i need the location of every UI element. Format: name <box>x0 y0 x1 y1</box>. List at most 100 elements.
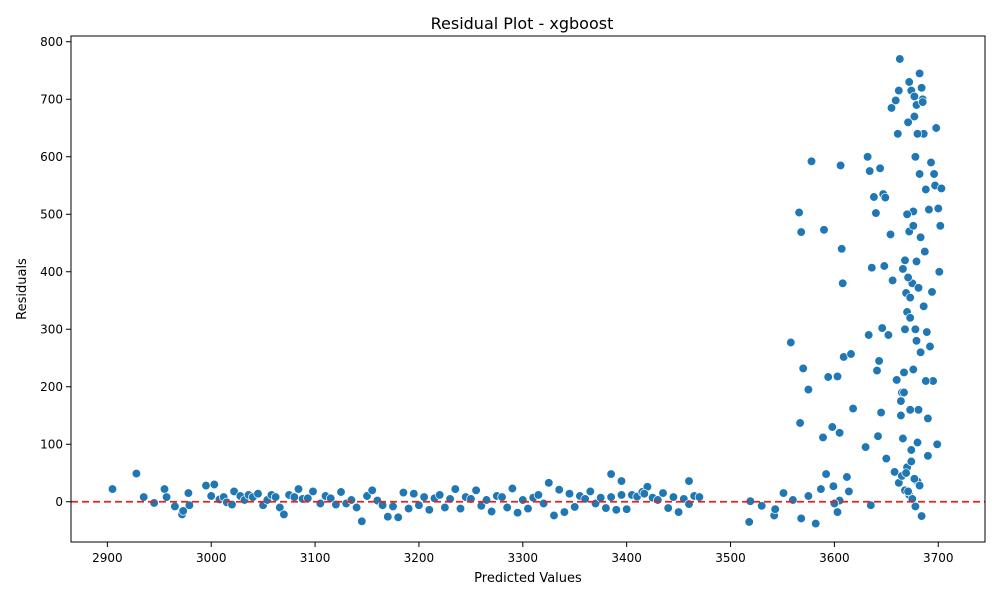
data-point <box>818 432 828 443</box>
data-point <box>744 517 754 527</box>
data-point <box>903 486 913 497</box>
data-point <box>639 489 649 499</box>
data-point <box>865 166 875 176</box>
data-point <box>860 442 871 452</box>
data-point <box>183 488 194 498</box>
data-point <box>832 371 843 382</box>
y-tick-label: 0 <box>55 495 63 509</box>
data-point <box>900 255 910 265</box>
y-tick-label: 100 <box>40 437 63 451</box>
data-point <box>871 208 881 218</box>
data-point <box>924 204 934 215</box>
data-point <box>918 97 928 107</box>
data-point <box>896 396 906 406</box>
data-point <box>898 433 908 444</box>
y-tick-label: 600 <box>40 150 63 164</box>
data-point <box>184 500 195 510</box>
data-point <box>842 472 852 482</box>
data-point <box>275 502 285 513</box>
data-point <box>293 484 304 494</box>
data-point <box>862 152 873 162</box>
data-point <box>923 413 933 424</box>
data-point <box>914 169 925 179</box>
data-point <box>161 492 172 502</box>
data-point <box>914 68 925 79</box>
data-point <box>424 505 434 515</box>
data-point <box>904 77 914 87</box>
data-point <box>908 221 918 231</box>
data-point <box>832 507 843 517</box>
x-tick-label: 3100 <box>300 551 331 565</box>
data-point <box>880 192 890 203</box>
x-tick-label: 3200 <box>404 551 435 565</box>
data-point <box>336 487 346 497</box>
data-point <box>936 183 947 194</box>
data-point <box>929 169 939 179</box>
data-point <box>879 261 889 271</box>
y-tick-label: 800 <box>40 35 63 49</box>
data-point <box>357 516 367 526</box>
data-point <box>933 203 943 214</box>
data-point <box>916 83 927 93</box>
data-point <box>902 209 912 219</box>
data-point <box>502 502 512 513</box>
data-point <box>518 495 528 505</box>
data-point <box>911 256 922 267</box>
data-point <box>564 489 575 499</box>
data-point <box>864 330 874 340</box>
data-point <box>835 160 846 171</box>
data-point <box>931 123 941 133</box>
data-point <box>823 372 833 382</box>
data-point <box>507 483 518 494</box>
data-point <box>910 324 921 334</box>
chart-title: Residual Plot - xgboost <box>431 14 614 33</box>
data-point <box>912 129 923 139</box>
data-point <box>899 387 909 398</box>
data-point <box>694 492 705 502</box>
data-point <box>419 492 429 502</box>
data-point <box>668 492 679 502</box>
data-point <box>875 163 885 173</box>
data-point <box>909 474 920 484</box>
data-point <box>893 129 903 139</box>
data-point <box>471 485 481 495</box>
data-point <box>829 498 840 509</box>
data-point <box>896 410 906 421</box>
data-point <box>922 327 932 337</box>
data-point <box>455 503 466 514</box>
data-point <box>891 95 901 106</box>
data-point <box>684 476 694 486</box>
data-point <box>874 356 884 366</box>
data-point <box>913 405 924 415</box>
data-point <box>908 364 918 375</box>
data-point <box>889 467 900 477</box>
data-point <box>881 453 891 464</box>
data-point <box>523 503 533 514</box>
y-tick-label: 200 <box>40 380 63 394</box>
data-point <box>920 246 930 257</box>
data-point <box>663 503 673 513</box>
data-point <box>308 486 318 497</box>
data-point <box>903 272 913 283</box>
x-tick-label: 3700 <box>923 551 954 565</box>
data-point <box>934 267 944 277</box>
x-tick-label: 3300 <box>508 551 539 565</box>
data-point <box>887 275 898 286</box>
y-tick-label: 500 <box>40 207 63 221</box>
data-point <box>351 502 362 513</box>
data-point <box>270 492 281 502</box>
data-point <box>867 263 877 273</box>
data-point <box>616 476 627 486</box>
data-point <box>159 484 170 494</box>
data-point <box>658 488 668 498</box>
data-point <box>909 111 920 122</box>
data-point <box>866 500 876 510</box>
data-point <box>844 486 854 497</box>
data-point <box>398 487 409 498</box>
data-point <box>894 85 904 96</box>
data-point <box>916 511 927 521</box>
data-point <box>909 91 920 102</box>
data-point <box>549 510 559 521</box>
data-point <box>107 484 118 494</box>
